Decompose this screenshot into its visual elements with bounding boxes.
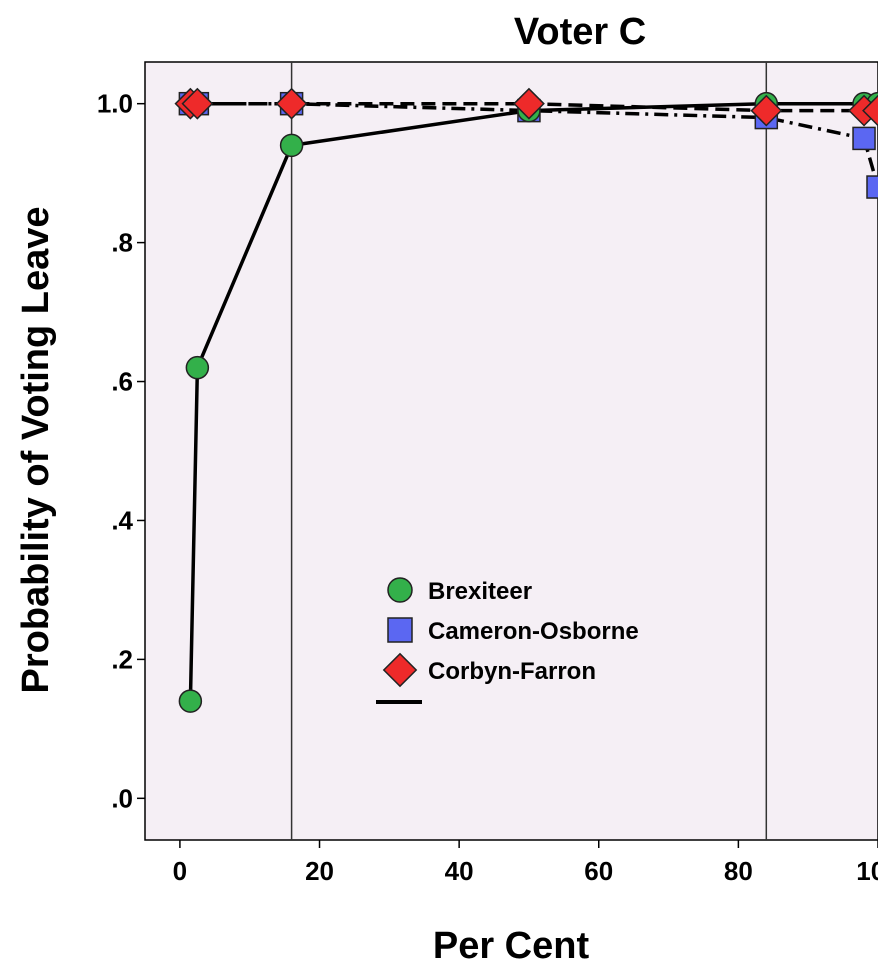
x-tick-label: 40 <box>445 856 474 886</box>
y-axis: .0 .2 .4 .6 .8 1.0 <box>97 89 145 813</box>
x-tick-label: 60 <box>584 856 613 886</box>
x-tick-label: 100 <box>856 856 878 886</box>
series-1-point-5 <box>852 126 876 151</box>
x-tick-label: 0 <box>173 856 187 886</box>
series-0-point-0 <box>178 689 203 713</box>
legend-marker-2 <box>382 652 418 688</box>
y-tick-label: .4 <box>111 505 133 535</box>
plot-area <box>144 61 878 841</box>
series-2-point-1 <box>181 87 214 120</box>
x-axis-label: Per Cent <box>433 925 590 967</box>
y-tick-label: .8 <box>111 228 133 258</box>
series-2-point-4 <box>750 94 783 127</box>
series-2-point-3 <box>513 87 545 120</box>
x-tick-label: 20 <box>305 856 334 886</box>
y-tick-label: .2 <box>111 644 133 674</box>
y-tick-label: .6 <box>111 367 133 397</box>
legend-label-0: Brexiteer <box>428 578 532 605</box>
x-tick-label: 80 <box>724 856 753 886</box>
series-2-point-6 <box>862 94 878 127</box>
x-axis: 0 20 40 60 80 100 <box>173 840 878 886</box>
y-tick-label: .0 <box>111 783 133 813</box>
y-axis-label: Probability of Voting Leave <box>15 206 57 693</box>
series-2-point-2 <box>275 87 308 120</box>
series-0-point-2 <box>279 133 304 158</box>
chart-title: Voter C <box>514 11 646 53</box>
reference-lines <box>290 62 768 840</box>
legend-label-2: Corbyn-Farron <box>428 658 596 685</box>
legend-label-1: Cameron-Osborne <box>428 618 639 645</box>
legend-marker-0 <box>387 577 413 603</box>
series-1-point-6 <box>866 175 878 199</box>
series-0-point-1 <box>185 355 210 380</box>
y-tick-label: 1.0 <box>97 89 133 119</box>
series-markers <box>174 87 878 713</box>
legend-marker-1 <box>387 617 413 643</box>
legend: Brexiteer Cameron-Osborne Corbyn-Farron <box>376 577 639 704</box>
